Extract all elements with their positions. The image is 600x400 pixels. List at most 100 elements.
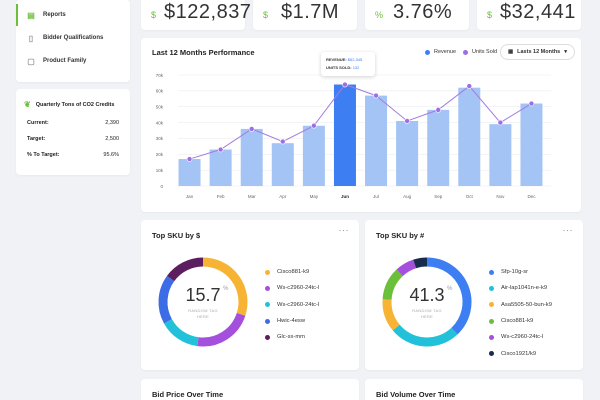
- donut-segment-2[interactable]: [164, 318, 199, 347]
- legend-dot: [463, 49, 468, 55]
- units-sold-point-aug[interactable]: [404, 118, 410, 124]
- donut-center: 41.3% RANDOM TAG HERE: [381, 256, 473, 348]
- y-tick-label: 40k: [156, 120, 164, 125]
- donut-segment-1[interactable]: [197, 312, 246, 347]
- bar-mar[interactable]: [240, 128, 263, 186]
- range-label: Lasts 12 Months: [517, 49, 561, 55]
- donut-segment-4[interactable]: [396, 259, 417, 277]
- sku-legend-item[interactable]: Ws-c2960-24tc-l: [489, 329, 552, 345]
- credits-label: Target:: [27, 136, 46, 142]
- legend-label: Revenue: [434, 49, 457, 55]
- donut-segment-3[interactable]: [382, 269, 403, 301]
- kpi-value: $1.7M: [281, 1, 340, 23]
- sidebar-item-label: Bidder Qualifications: [43, 35, 104, 41]
- legend-units-sold[interactable]: Units Sold: [463, 49, 497, 55]
- top-sku-dollar-card: Top SKU by $ ··· 15.7% RANDOM TAG HERE C…: [141, 220, 359, 370]
- top-sku-count-title: Top SKU by #: [376, 231, 425, 240]
- credits-label: Current:: [27, 120, 49, 126]
- chevron-down-icon: ▾: [564, 49, 567, 55]
- percent-icon: %: [375, 10, 384, 20]
- sku-legend-item[interactable]: Ws-c2960-24tc-l: [265, 280, 319, 296]
- credits-row-percent: % To Target: 95.6%: [27, 152, 119, 158]
- bar-jan[interactable]: [178, 159, 201, 186]
- sidebar-item-reports[interactable]: ▤ Reports: [16, 4, 130, 26]
- donut-chart-count: [382, 257, 472, 347]
- sidebar-item-bidder-qualifications[interactable]: ▯ Bidder Qualifications: [16, 27, 130, 49]
- sku-legend-item[interactable]: Cisco881-k9: [265, 264, 319, 280]
- sku-legend-item[interactable]: Sfp-10g-sr: [489, 264, 552, 280]
- credits-label: % To Target:: [27, 152, 60, 158]
- legend-revenue[interactable]: Revenue: [425, 49, 456, 55]
- active-indicator: [16, 4, 18, 26]
- units-sold-point-jan[interactable]: [186, 156, 193, 162]
- legend-dot: [489, 318, 494, 324]
- donut-chart-dollar: [158, 257, 248, 347]
- sidebar-item-label: Product Family: [43, 58, 87, 64]
- units-sold-point-may[interactable]: [311, 122, 317, 129]
- sku-legend-item[interactable]: Cisco1921/k9: [489, 345, 552, 361]
- kpi-value: $122,837: [164, 1, 252, 23]
- legend-dot: [265, 334, 270, 340]
- credits-row-target: Target: 2,500: [27, 136, 119, 142]
- bar-oct[interactable]: [458, 87, 481, 186]
- sku-label: Sfp-10g-sr: [501, 269, 529, 276]
- units-sold-point-dec[interactable]: [528, 100, 535, 107]
- donut-segment-2[interactable]: [382, 299, 400, 331]
- bar-aug[interactable]: [396, 120, 419, 186]
- donut-center: 15.7% RANDOM TAG HERE: [157, 256, 249, 348]
- units-sold-point-feb[interactable]: [217, 146, 224, 153]
- sku-legend-item[interactable]: Asa5505-50-bun-k9: [489, 297, 552, 313]
- center-number: 15.7: [185, 284, 221, 305]
- bar-feb[interactable]: [209, 149, 232, 186]
- report-icon: ▤: [27, 10, 35, 20]
- bar-apr[interactable]: [271, 143, 294, 186]
- x-tick-label: Mar: [248, 194, 256, 199]
- sku-legend-item[interactable]: Ws-c2960-24tc-l: [265, 297, 319, 313]
- sku-legend-item[interactable]: Air-lap1041n-e-k9: [489, 280, 552, 296]
- units-sold-point-oct[interactable]: [466, 83, 473, 89]
- tooltip-units-value: 132: [352, 65, 360, 70]
- units-sold-point-sep[interactable]: [435, 107, 442, 113]
- more-options-icon[interactable]: ···: [338, 225, 349, 235]
- donut-center-tag: RANDOM TAG HERE: [412, 307, 442, 319]
- bar-jul[interactable]: [365, 95, 388, 186]
- bar-sep[interactable]: [427, 109, 450, 186]
- co2-credits-card: ❦ Quarterly Tons of CO2 Credits Current:…: [16, 89, 130, 175]
- tooltip-revenue-label: REVENUE:: [326, 57, 347, 62]
- bid-price-title: Bid Price Over Time: [152, 390, 224, 399]
- legend-dot: [489, 302, 494, 308]
- top-sku-count-card: Top SKU by # ··· 41.3% RANDOM TAG HERE S…: [365, 220, 583, 370]
- credits-value: 95.6%: [103, 152, 119, 158]
- donut-center-value: 41.3%: [409, 284, 452, 306]
- units-sold-point-jul[interactable]: [373, 92, 379, 99]
- units-sold-point-nov[interactable]: [497, 119, 504, 126]
- sku-legend-item[interactable]: Glc-sx-mm: [265, 329, 319, 345]
- box-icon: ▢: [27, 56, 35, 66]
- donut-segment-1[interactable]: [392, 324, 458, 347]
- bar-nov[interactable]: [489, 124, 512, 186]
- center-number: 41.3: [409, 284, 445, 305]
- bar-dec[interactable]: [520, 103, 543, 186]
- donut-segment-4[interactable]: [166, 257, 204, 282]
- kpi-card-2: $ $1.7M: [253, 0, 357, 30]
- donut-segment-0[interactable]: [426, 257, 472, 335]
- y-tick-label: 60k: [156, 89, 164, 94]
- bar-may[interactable]: [302, 125, 325, 186]
- donut-segment-0[interactable]: [202, 257, 248, 316]
- donut-segment-3[interactable]: [158, 275, 175, 324]
- units-sold-point-jun[interactable]: [342, 81, 348, 88]
- units-sold-point-apr[interactable]: [279, 138, 286, 145]
- sku-legend-item[interactable]: Hwic-4esw: [265, 313, 319, 329]
- donut-segment-5[interactable]: [413, 257, 428, 269]
- units-sold-point-mar[interactable]: [248, 126, 255, 132]
- donut-center-value: 15.7%: [185, 284, 228, 306]
- kpi-card-3: % 3.76%: [365, 0, 469, 30]
- sku-legend-item[interactable]: Cisco881-k9: [489, 313, 552, 329]
- range-select-button[interactable]: ▦ Lasts 12 Months ▾: [499, 44, 575, 60]
- legend-dot: [425, 49, 430, 55]
- kpi-value: $32,441: [500, 1, 576, 23]
- bar-jun[interactable]: [333, 84, 356, 186]
- more-options-icon[interactable]: ···: [562, 225, 573, 235]
- sidebar-item-product-family[interactable]: ▢ Product Family: [16, 50, 130, 72]
- sku-label: Glc-sx-mm: [277, 334, 306, 341]
